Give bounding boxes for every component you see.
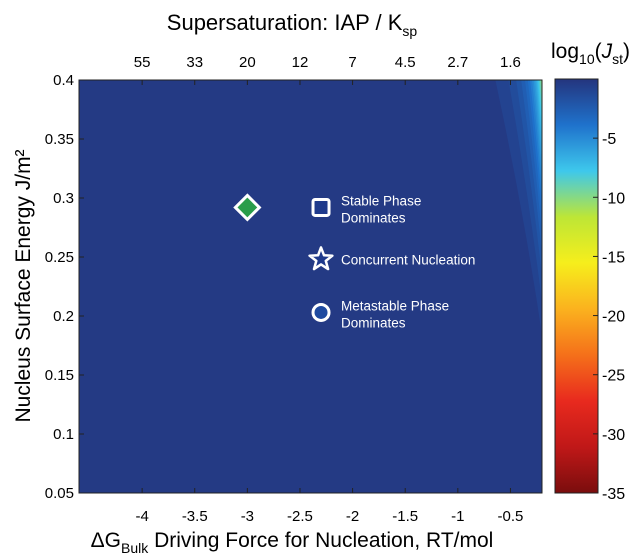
top-axis-title: Supersaturation: IAP / Ksp: [167, 10, 418, 39]
x-tick-label: -0.5: [498, 508, 524, 525]
marker-label: Metastable Phase Dominates: [341, 298, 449, 330]
circle-marker: [311, 302, 331, 322]
plot-frame: [78, 79, 543, 494]
diamond-marker: [233, 193, 262, 222]
colorbar-tick-label: -30: [602, 427, 625, 444]
top-tick-label: 33: [186, 54, 203, 71]
colorbar-tick-label: -15: [602, 249, 625, 266]
marker-label: Stable Phase Dominates: [341, 193, 421, 225]
x-tick-label: -4: [135, 508, 148, 525]
square-marker: [311, 197, 331, 217]
phase-markers: Stable Phase Dominates Concurrent Nucleati…: [233, 193, 475, 330]
marker-label: Concurrent Nucleation: [341, 252, 475, 267]
y-tick-label: 0.15: [45, 367, 74, 384]
top-tick-label: 55: [134, 54, 151, 71]
colorbar-tick-label: -5: [602, 131, 616, 148]
y-tick-label: 0.2: [53, 308, 74, 325]
colorbar-tick-label: -25: [602, 368, 625, 385]
y-tick-label: 0.3: [53, 190, 74, 207]
x-tick-label: -3.5: [182, 508, 208, 525]
colorbar-gradient: [554, 78, 599, 494]
x-tick-label: -1.5: [392, 508, 418, 525]
top-tick-label: 1.6: [500, 54, 521, 71]
x-axis-ticks: -4 -3.5 -3 -2.5 -2 -1.5 -1 -0.5: [135, 488, 523, 525]
colorbar-tick-label: -20: [602, 309, 625, 326]
x-tick-label: -1: [451, 508, 464, 525]
y-axis-label: Nucleus Surface Energy J/m²: [12, 149, 35, 422]
y-tick-label: 0.05: [45, 485, 74, 502]
y-axis-ticks: 0.05 0.1 0.15 0.2 0.25 0.3 0.35 0.4: [45, 72, 84, 502]
y-tick-label: 0.35: [45, 131, 74, 148]
top-tick-label: 7: [348, 54, 356, 71]
x-axis-label: ΔGBulk Driving Force for Nucleation, RT/…: [91, 529, 494, 556]
y-tick-label: 0.1: [53, 426, 74, 443]
colorbar-tick-label: -10: [602, 190, 625, 207]
y-tick-label: 0.25: [45, 249, 74, 266]
top-tick-label: 12: [292, 54, 309, 71]
top-tick-label: 4.5: [395, 54, 416, 71]
colorbar: log10(Jst) -5 -10 -15 -20 -25 -30 -35: [551, 40, 630, 503]
x-tick-label: -2.5: [287, 508, 313, 525]
top-tick-label: 20: [239, 54, 256, 71]
x-tick-label: -2: [346, 508, 359, 525]
colorbar-tick-label: -35: [602, 486, 625, 503]
top-axis-ticks: 55 33 20 12 7 4.5 2.7 1.6: [134, 54, 521, 85]
contour-band: [79, 80, 542, 493]
rate-contour-bands: [79, 80, 542, 493]
plot-area: [79, 80, 542, 493]
star-marker: [308, 246, 334, 271]
top-tick-label: 2.7: [447, 54, 468, 71]
colorbar-ticks: -5 -10 -15 -20 -25 -30 -35: [593, 131, 625, 503]
colorbar-label: log10(Jst): [551, 40, 630, 67]
y-tick-label: 0.4: [53, 72, 74, 89]
x-tick-label: -3: [241, 508, 254, 525]
